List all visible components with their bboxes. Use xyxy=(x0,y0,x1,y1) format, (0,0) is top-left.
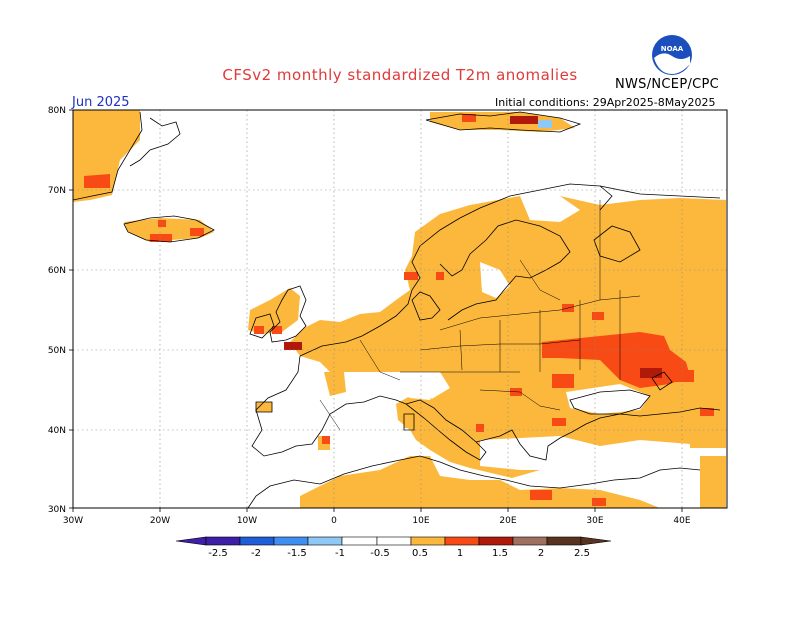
lon-label-40e: 40E xyxy=(673,516,690,526)
colorbar-label-3: -1.5 xyxy=(287,548,307,559)
colorbar-label-5: -0.5 xyxy=(370,548,390,559)
lat-label-60n: 60N xyxy=(48,266,66,276)
anomaly-iberia xyxy=(324,372,346,396)
anomaly-neutral-black-sea xyxy=(566,384,650,414)
anomaly-east-patch xyxy=(700,456,726,508)
colorbar-left-arrow xyxy=(175,536,207,546)
noaa-logo-text: NOAA xyxy=(661,45,684,53)
lon-label-30e: 30E xyxy=(586,516,603,526)
anomaly-uk-strong-1 xyxy=(254,326,264,334)
colorbar-label-8: 1.5 xyxy=(492,548,508,559)
anomaly-romania-strong xyxy=(552,374,574,388)
lon-label-30w: 30W xyxy=(63,516,83,526)
colorbar: -2.5 -2 -1.5 -1 -0.5 0.5 1 1.5 2 2.5 xyxy=(175,536,612,559)
colorbar-bin-7 xyxy=(410,536,446,546)
anomaly-turkey-strong xyxy=(700,408,714,416)
anomaly-uk-strong-3 xyxy=(284,342,302,350)
anomaly-europe-main xyxy=(290,196,726,500)
map-title: CFSv2 monthly standardized T2m anomalies xyxy=(222,66,578,84)
colorbar-bin-4 xyxy=(307,536,343,546)
anomaly-greenland xyxy=(73,110,140,202)
anomaly-neutral-baltic xyxy=(480,262,510,298)
lat-label-50n: 50N xyxy=(48,346,66,356)
colorbar-bin-9 xyxy=(478,536,514,546)
lat-label-30n: 30N xyxy=(48,505,66,515)
anomaly-greece-strong xyxy=(552,418,566,426)
initial-conditions: Initial conditions: 29Apr2025-8May2025 xyxy=(495,96,716,109)
lat-label-70n: 70N xyxy=(48,186,66,196)
forecast-month: Jun 2025 xyxy=(72,95,130,110)
anomaly-greenland-strong xyxy=(84,174,110,188)
anomaly-iceland-strong-1 xyxy=(150,234,172,242)
map-frame xyxy=(72,109,728,509)
anomaly-uk xyxy=(248,288,300,334)
anomaly-libya-strong xyxy=(592,498,606,506)
colorbar-right-arrow xyxy=(580,536,612,546)
anomaly-arctic-cold xyxy=(538,120,552,128)
anomaly-sardinia xyxy=(404,414,414,428)
colorbar-label-4: -1 xyxy=(335,548,345,559)
colorbar-label-6: 0.5 xyxy=(412,548,428,559)
colorbar-bin-5 xyxy=(341,536,378,546)
colorbar-bin-8 xyxy=(444,536,480,546)
lon-label-20e: 20E xyxy=(499,516,516,526)
axis-ticks xyxy=(69,109,683,512)
anomaly-arctic-strong xyxy=(462,114,476,122)
coastlines xyxy=(72,111,721,509)
anomaly-iceland-strong-3 xyxy=(158,220,166,227)
anomaly-portugal xyxy=(256,402,272,412)
colorbar-label-10: 2.5 xyxy=(574,548,590,559)
anomaly-uk-strong-2 xyxy=(272,326,282,334)
colorbar-label-9: 2 xyxy=(538,548,544,559)
anomaly-neutral-med xyxy=(480,436,690,470)
agency-label: NWS/NCEP/CPC xyxy=(615,77,720,92)
colorbar-label-1: -2.5 xyxy=(208,548,228,559)
anomaly-norway-strong xyxy=(404,272,418,280)
lon-label-20w: 20W xyxy=(150,516,170,526)
anomaly-neutral-scandinavia xyxy=(520,196,580,222)
anomaly-spain-strong xyxy=(322,436,330,444)
anomaly-neutral-central xyxy=(390,372,450,400)
anomaly-arctic-dark xyxy=(510,116,538,124)
anomaly-caspian-strong xyxy=(672,370,694,382)
anomaly-russia-dark xyxy=(640,368,662,378)
anomaly-north-africa xyxy=(300,456,660,508)
colorbar-bin-2 xyxy=(239,536,275,546)
lon-label-10e: 10E xyxy=(412,516,429,526)
country-borders xyxy=(319,200,641,431)
colorbar-bin-1 xyxy=(205,536,241,546)
colorbar-label-2: -2 xyxy=(251,548,261,559)
colorbar-bin-11 xyxy=(546,536,582,546)
anomaly-north-africa-gap xyxy=(610,476,650,490)
lon-label-0: 0 xyxy=(331,516,337,526)
anomaly-sweden-strong xyxy=(436,272,444,280)
lon-label-10w: 10W xyxy=(237,516,257,526)
anomaly-egypt-strong xyxy=(530,490,552,500)
anomaly-italy xyxy=(430,398,486,460)
colorbar-bin-3 xyxy=(273,536,309,546)
lat-label-80n: 80N xyxy=(48,106,66,116)
anomaly-belarus-strong xyxy=(592,312,604,320)
colorbar-bin-10 xyxy=(512,536,548,546)
anomaly-italy-strong xyxy=(476,424,484,432)
colorbar-label-7: 1 xyxy=(457,548,463,559)
graticule xyxy=(73,110,727,508)
anomaly-iceland-strong-2 xyxy=(190,228,204,236)
colorbar-bin-6 xyxy=(376,536,412,546)
lat-label-40n: 40N xyxy=(48,426,66,436)
noaa-logo: NOAA xyxy=(652,35,692,75)
lat-labels: 80N 70N 60N 50N 40N 30N xyxy=(48,106,66,515)
lon-labels: 30W 20W 10W 0 10E 20E 30E 40E xyxy=(63,516,691,526)
anomaly-shading xyxy=(73,110,726,508)
